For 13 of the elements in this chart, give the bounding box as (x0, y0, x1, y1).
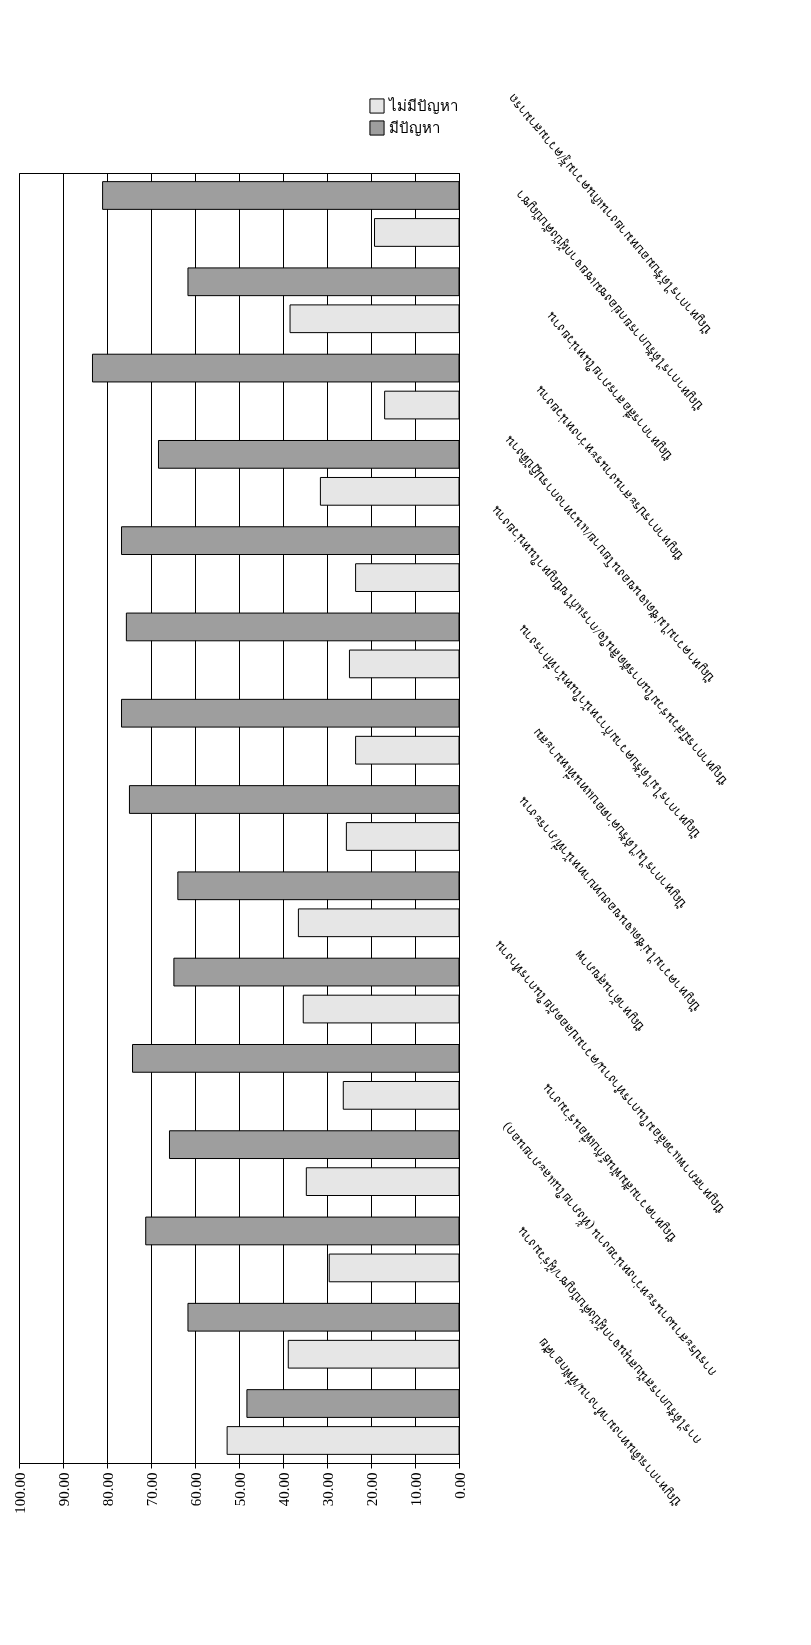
x-tick-label: 30.00 (319, 1472, 336, 1507)
x-tick-label: 20.00 (363, 1472, 380, 1507)
x-tick-label: 80.00 (99, 1472, 116, 1507)
legend-label: ไม่มีปัญหา (388, 97, 458, 114)
x-tick-label: 100.00 (11, 1472, 28, 1514)
x-tick-label: 90.00 (55, 1472, 72, 1507)
x-tick-label: 40.00 (275, 1472, 292, 1507)
x-tick-label: 50.00 (231, 1472, 248, 1507)
x-tick-label: 0.00 (451, 1472, 468, 1499)
x-tick-label: 70.00 (143, 1472, 160, 1507)
x-tick-label: 10.00 (407, 1472, 424, 1507)
x-tick-label: 60.00 (187, 1472, 204, 1507)
legend-label: มีปัญหา (389, 120, 440, 136)
